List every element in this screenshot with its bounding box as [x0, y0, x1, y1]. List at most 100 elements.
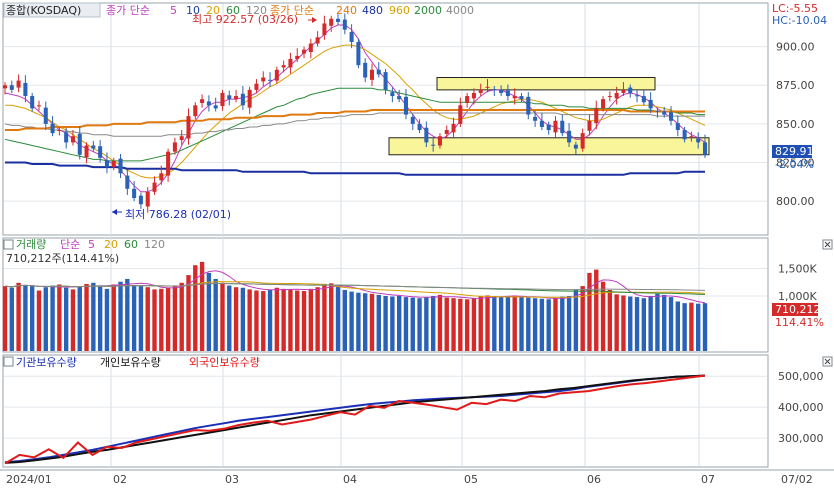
volume-y-tick: 1,500K	[778, 263, 817, 276]
volume-bar	[165, 287, 171, 351]
volume-bar	[662, 294, 667, 351]
candle-body	[689, 136, 694, 138]
volume-bar	[335, 286, 341, 351]
volume-ma-20: 20	[104, 238, 118, 251]
volume-panel-toggle[interactable]	[3, 239, 14, 250]
volume-bar	[50, 285, 55, 351]
volume-bar	[478, 296, 483, 351]
candle-body	[614, 92, 619, 99]
candle-body	[587, 120, 592, 131]
candle-body	[390, 92, 395, 97]
candle-body	[539, 120, 544, 127]
volume-bar	[553, 298, 558, 351]
chart-title-box[interactable]	[3, 2, 101, 18]
investor-panel[interactable]	[2, 354, 769, 468]
candle-body	[98, 146, 103, 158]
candle-body	[84, 145, 89, 158]
candle-body	[492, 89, 497, 91]
volume-ma-120: 120	[144, 238, 165, 251]
candle-body	[240, 93, 245, 106]
volume-bar	[526, 297, 531, 351]
price-panel[interactable]	[2, 2, 769, 236]
x-tick-label: 04	[343, 473, 357, 486]
candle-body	[607, 96, 612, 98]
candle-body	[91, 145, 96, 149]
volume-badge-pct: 114.41%	[775, 316, 824, 329]
ma-period-20: 20	[206, 4, 220, 17]
candle-body	[335, 18, 341, 22]
volume-bar	[390, 296, 395, 351]
ma-line-120	[4, 112, 705, 137]
volume-bar	[240, 287, 246, 351]
volume-bar	[206, 272, 212, 351]
candle-body	[669, 112, 674, 121]
volume-bar	[118, 281, 123, 351]
volume-bar	[492, 296, 497, 351]
candle-body	[628, 87, 633, 93]
volume-badge-value: 710,212	[775, 303, 821, 316]
candle-body	[580, 133, 585, 149]
candle-body	[43, 107, 48, 124]
resistance-zone	[436, 77, 656, 91]
volume-bar	[539, 298, 545, 351]
volume-bar	[444, 297, 449, 351]
candle-body	[322, 23, 327, 36]
candle-body	[383, 72, 388, 90]
investor-panel-toggle[interactable]	[3, 356, 14, 367]
price-y-tick: 875.00	[776, 79, 815, 92]
volume-bar	[573, 289, 579, 351]
volume-bar	[138, 286, 144, 351]
volume-bar	[376, 294, 381, 351]
volume-bar	[607, 289, 613, 351]
x-tick-label: 07/02	[781, 473, 813, 486]
candle-body	[172, 142, 177, 152]
candle-body	[193, 105, 198, 117]
close-icon	[824, 358, 831, 365]
volume-bar	[594, 269, 599, 351]
volume-bar	[560, 296, 565, 351]
candle-body	[635, 95, 640, 97]
candle-body	[437, 136, 442, 146]
volume-bar	[267, 289, 273, 351]
volume-current: 710,212주(114.41%)	[6, 252, 119, 265]
candle-body	[533, 116, 538, 121]
high-annotation: 최고 922.57 (03/26)	[192, 13, 298, 26]
candle-body	[179, 136, 184, 141]
x-tick-label: 06	[587, 473, 601, 486]
volume-bar	[349, 291, 354, 351]
volume-bar	[396, 296, 402, 351]
candle-body	[227, 95, 232, 100]
volume-bar	[179, 282, 184, 351]
price-y-tick: 800.00	[776, 195, 815, 208]
volume-bar	[281, 288, 286, 351]
volume-bar	[322, 283, 327, 351]
volume-bar	[485, 295, 490, 351]
candle-body	[397, 96, 402, 100]
candle-body	[329, 18, 334, 26]
volume-bar	[97, 286, 103, 351]
volume-bar	[587, 272, 592, 351]
price-y-tick: 900.00	[776, 41, 815, 54]
candle-body	[50, 123, 55, 134]
volume-bar	[159, 288, 164, 351]
candle-body	[478, 89, 483, 93]
volume-bar	[233, 287, 239, 351]
candle-body	[648, 99, 653, 109]
candle-body	[444, 130, 449, 134]
volume-bar	[91, 282, 96, 351]
candle-body	[662, 111, 667, 115]
candle-body	[682, 130, 687, 140]
candle-body	[308, 43, 313, 53]
volume-bar	[77, 286, 82, 351]
candle-body	[655, 110, 660, 112]
volume-bar	[369, 293, 375, 351]
volume-bar	[512, 295, 517, 351]
volume-bar	[227, 285, 232, 351]
candle-body	[594, 108, 599, 124]
candle-body	[349, 31, 354, 42]
current-price-badge	[772, 145, 812, 158]
volume-bar	[614, 294, 619, 351]
candle-body	[696, 138, 701, 143]
volume-ma-label: 단순	[60, 238, 80, 251]
